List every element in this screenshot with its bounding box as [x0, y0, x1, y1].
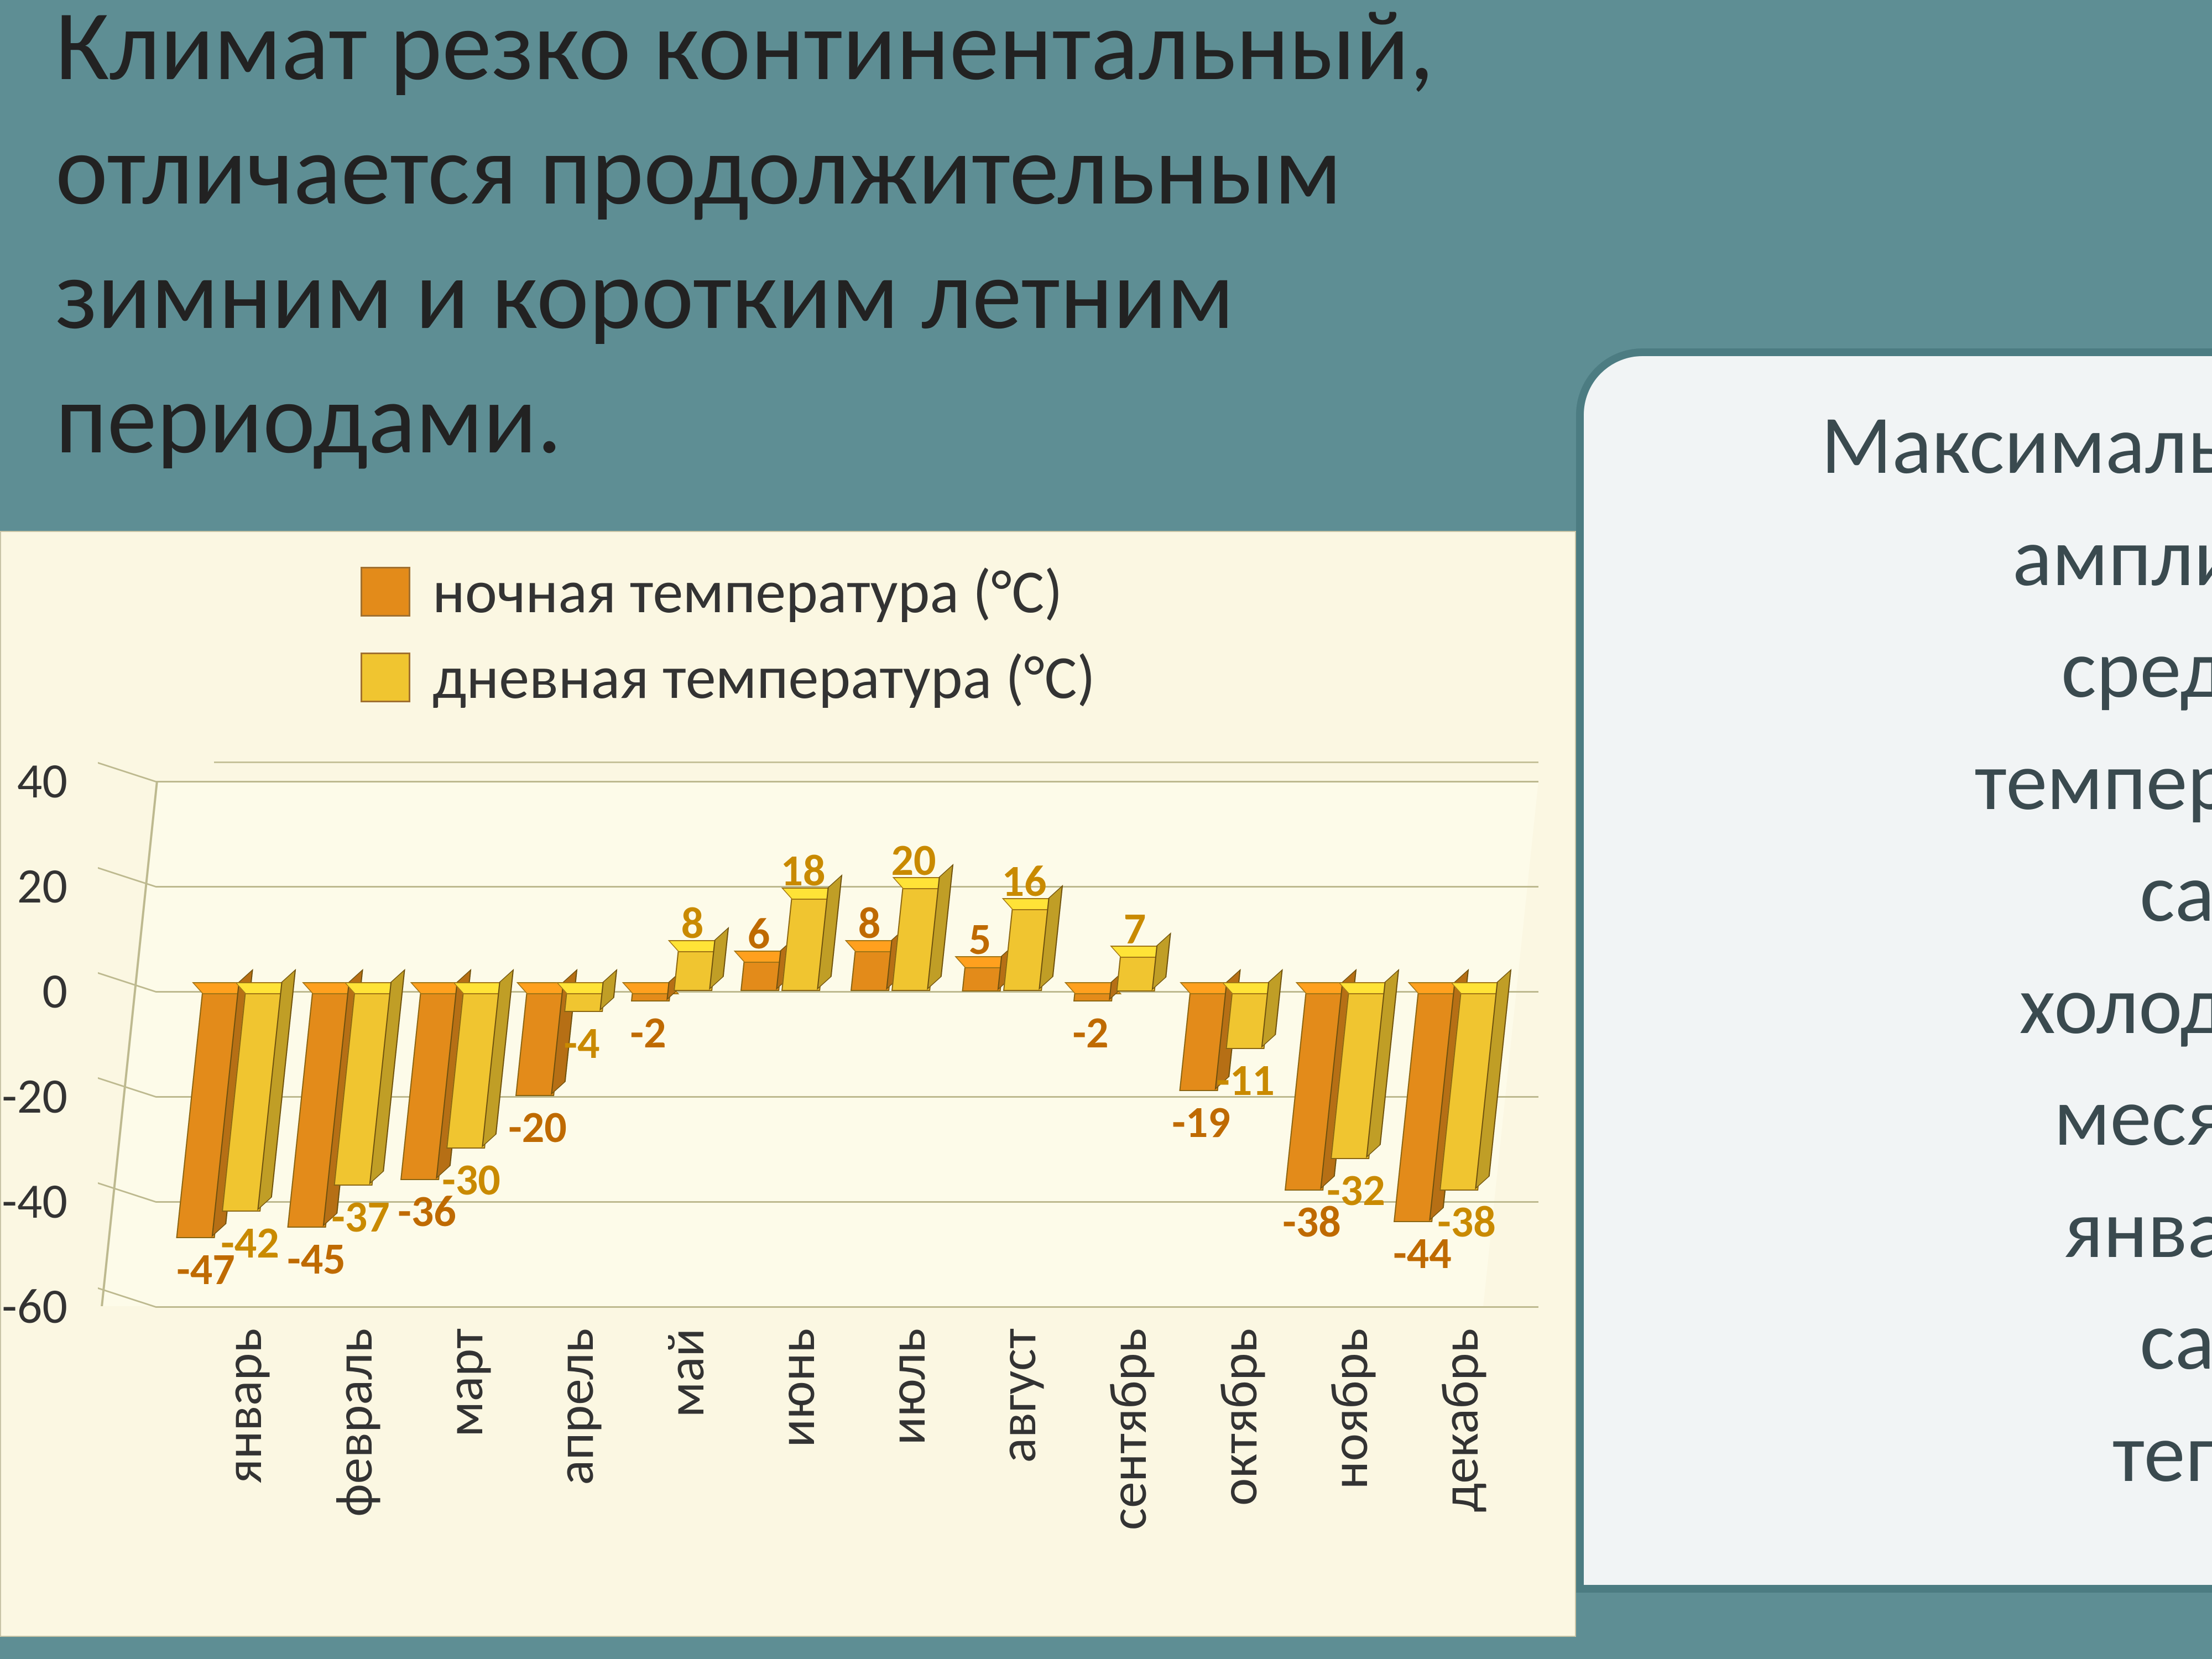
value-label-day: -32 [1323, 1164, 1389, 1217]
bar-day [674, 949, 717, 991]
value-label-night: -20 [504, 1100, 571, 1154]
legend-swatch-night [361, 567, 410, 617]
legend-label-day: дневная температура (°C) [432, 640, 1095, 714]
side-line-3: темпера [1661, 726, 2212, 838]
value-label-day: 18 [770, 844, 836, 898]
y-tick-label: -20 [2, 1066, 67, 1126]
slide: Климат резко континентальный, отличается… [0, 0, 2212, 1659]
x-tick-label: апрель [543, 1328, 607, 1485]
value-label-day: -4 [549, 1016, 615, 1070]
month-group: -27 [1074, 781, 1162, 1306]
y-tick-label: 40 [17, 750, 67, 811]
x-tick-label: декабрь [1428, 1328, 1492, 1512]
side-line-1: амплит [1661, 502, 2212, 614]
bar-night [631, 991, 671, 1001]
month-group: 618 [742, 781, 831, 1306]
x-tick-label: январь [211, 1328, 275, 1484]
value-label-day: 7 [1102, 902, 1168, 956]
legend-swatch-day [361, 653, 410, 702]
month-group: 516 [963, 781, 1052, 1306]
x-tick-label: август [985, 1328, 1050, 1463]
side-line-0: Максимальн [1661, 389, 2212, 502]
legend-item-night: ночная температура (°C) [361, 554, 1095, 629]
bar-night [851, 949, 894, 991]
month-group: -19-11 [1185, 781, 1273, 1306]
side-line-7: январ [1661, 1173, 2212, 1286]
side-line-9: тепл [1661, 1397, 2212, 1510]
side-line-6: месяц [1661, 1061, 2212, 1173]
value-label-day: -11 [1212, 1053, 1279, 1107]
x-tick-label: сентябрь [1096, 1328, 1160, 1530]
y-tick-label: 0 [42, 961, 67, 1021]
month-group: -45-37 [300, 781, 388, 1306]
month-group: -20-4 [521, 781, 609, 1306]
value-label-night: 5 [947, 912, 1013, 966]
chart-legend: ночная температура (°C) дневная температ… [361, 554, 1095, 726]
value-label-day: -30 [438, 1153, 504, 1207]
chart-bars: -47-42-45-37-36-30-20-4-28618820516-27-1… [156, 781, 1538, 1306]
chart-x-axis: январь февраль март апрель майиюнь июль август… [156, 1317, 1538, 1627]
value-label-day: 16 [991, 854, 1057, 908]
month-group: -36-30 [410, 781, 499, 1306]
value-label-day: -42 [217, 1216, 283, 1270]
side-line-10: и [1661, 1509, 2212, 1593]
legend-item-day: дневная температура (°C) [361, 640, 1095, 714]
value-label-day: -37 [327, 1190, 394, 1244]
bar-night [1073, 991, 1113, 1001]
legend-label-night: ночная температура (°C) [432, 554, 1063, 629]
bar-day [1226, 991, 1271, 1049]
x-tick-label: февраль [322, 1328, 386, 1517]
side-line-5: холодн [1661, 950, 2212, 1062]
gridline: -60 [156, 1306, 1538, 1308]
value-label-night: 6 [726, 907, 792, 961]
value-label-night: -2 [615, 1006, 681, 1060]
side-line-8: сам [1661, 1285, 2212, 1397]
month-group: 820 [853, 781, 941, 1306]
month-group: -28 [632, 781, 720, 1306]
x-tick-label: октябрь [1207, 1328, 1271, 1506]
y-tick-label: -40 [2, 1171, 67, 1232]
x-tick-label: май [654, 1328, 718, 1417]
side-line-2: средн [1661, 613, 2212, 726]
value-label-night: -2 [1057, 1006, 1124, 1060]
side-text-panel: Максимальн амплит средн темпера сам холо… [1576, 348, 2212, 1593]
x-tick-label: ноябрь [1317, 1328, 1381, 1489]
x-tick-label: июнь [764, 1328, 828, 1447]
side-line-4: сам [1661, 837, 2212, 950]
y-tick-label: 20 [17, 855, 67, 916]
month-group: -47-42 [189, 781, 278, 1306]
y-tick-label: -60 [2, 1276, 67, 1337]
x-tick-label: июль [875, 1328, 939, 1445]
bar-night [740, 959, 782, 991]
x-tick-label: март [432, 1328, 497, 1437]
bar-night [1285, 991, 1344, 1191]
month-group: -38-32 [1295, 781, 1384, 1306]
bar-day [1003, 907, 1051, 991]
bar-night [962, 965, 1004, 992]
value-label-day: -38 [1433, 1195, 1500, 1249]
value-label-night: 8 [836, 896, 902, 950]
month-group: -44-38 [1406, 781, 1494, 1306]
slide-title: Климат резко континентальный, отличается… [55, 0, 1604, 481]
bar-night [400, 991, 459, 1180]
chart-plot-area: 40200-20-40-60 -47-42-45-37-36-30-20-4-2… [156, 781, 1538, 1306]
value-label-day: 20 [880, 833, 947, 887]
bar-day [1117, 954, 1159, 992]
value-label-day: 8 [659, 896, 726, 950]
temperature-chart: ночная температура (°C) дневная температ… [0, 531, 1576, 1637]
bar-day [564, 991, 605, 1012]
